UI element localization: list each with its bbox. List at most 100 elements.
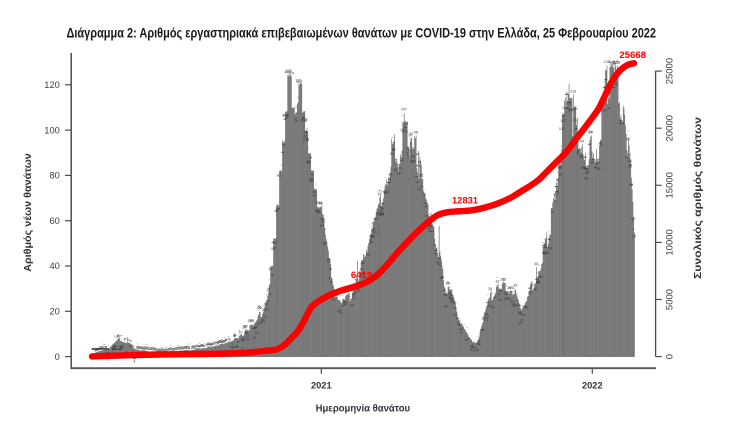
svg-text:116: 116 — [565, 101, 571, 105]
svg-text:63: 63 — [321, 218, 325, 222]
svg-text:31: 31 — [446, 282, 450, 286]
svg-text:2: 2 — [170, 347, 172, 351]
svg-text:16: 16 — [456, 322, 460, 326]
svg-text:30: 30 — [498, 290, 502, 294]
svg-text:11: 11 — [245, 333, 249, 337]
svg-text:67: 67 — [426, 214, 430, 218]
svg-text:2: 2 — [166, 348, 168, 352]
svg-text:73: 73 — [553, 194, 557, 198]
svg-text:2: 2 — [153, 347, 155, 351]
svg-text:3: 3 — [192, 345, 194, 349]
svg-text:2: 2 — [173, 348, 175, 352]
svg-text:9: 9 — [241, 347, 243, 351]
svg-text:3: 3 — [104, 345, 106, 349]
svg-text:89: 89 — [398, 166, 402, 170]
svg-text:8: 8 — [119, 335, 121, 339]
svg-text:120: 120 — [296, 80, 302, 84]
svg-text:33: 33 — [356, 289, 360, 293]
svg-text:3: 3 — [145, 347, 147, 351]
svg-text:2: 2 — [96, 348, 98, 352]
svg-text:2: 2 — [175, 347, 177, 351]
svg-text:127: 127 — [610, 63, 616, 67]
svg-text:12: 12 — [244, 325, 248, 329]
svg-text:31: 31 — [351, 296, 355, 300]
svg-text:120: 120 — [44, 80, 60, 90]
svg-text:2: 2 — [171, 347, 173, 351]
svg-text:8: 8 — [233, 334, 235, 338]
svg-text:54: 54 — [548, 247, 552, 251]
svg-text:6: 6 — [223, 340, 225, 344]
svg-text:2: 2 — [154, 347, 156, 351]
svg-text:22: 22 — [262, 308, 266, 312]
svg-text:2: 2 — [147, 347, 149, 351]
svg-text:10000: 10000 — [665, 229, 676, 255]
svg-text:103: 103 — [400, 128, 406, 132]
svg-text:116: 116 — [570, 89, 576, 93]
svg-text:12: 12 — [246, 338, 250, 342]
svg-text:6: 6 — [221, 339, 223, 343]
svg-text:5: 5 — [217, 341, 219, 345]
svg-text:100: 100 — [44, 125, 60, 135]
svg-text:5: 5 — [219, 339, 221, 343]
svg-text:82: 82 — [277, 173, 281, 177]
svg-text:21: 21 — [520, 319, 524, 323]
svg-text:2: 2 — [168, 348, 170, 352]
svg-text:5: 5 — [216, 341, 218, 345]
svg-text:60: 60 — [371, 234, 375, 238]
svg-text:2: 2 — [162, 348, 164, 352]
svg-text:31: 31 — [446, 281, 450, 285]
svg-text:128: 128 — [609, 62, 615, 66]
svg-text:97: 97 — [626, 137, 630, 141]
svg-text:2: 2 — [174, 347, 176, 351]
svg-text:120: 120 — [295, 79, 301, 83]
svg-text:33: 33 — [502, 278, 506, 282]
svg-text:31: 31 — [331, 297, 335, 301]
svg-text:100: 100 — [303, 137, 309, 141]
svg-text:15: 15 — [459, 327, 463, 331]
svg-text:30: 30 — [449, 299, 453, 303]
svg-text:20: 20 — [49, 307, 59, 317]
svg-text:43: 43 — [360, 267, 364, 271]
svg-text:2: 2 — [148, 347, 150, 351]
svg-text:3: 3 — [143, 346, 145, 350]
svg-text:98: 98 — [589, 130, 593, 134]
svg-text:107: 107 — [560, 119, 566, 123]
svg-text:3: 3 — [180, 346, 182, 350]
svg-text:Ημερομηνία θανάτου: Ημερομηνία θανάτου — [316, 403, 411, 414]
svg-text:108: 108 — [283, 114, 289, 118]
svg-text:128: 128 — [604, 60, 610, 64]
svg-text:2: 2 — [159, 348, 161, 352]
svg-text:27: 27 — [510, 300, 514, 304]
svg-text:14: 14 — [249, 319, 253, 323]
svg-text:4: 4 — [202, 344, 204, 348]
svg-text:20: 20 — [261, 319, 265, 323]
svg-text:12: 12 — [243, 325, 247, 329]
svg-text:85: 85 — [397, 172, 401, 176]
svg-text:12: 12 — [244, 330, 248, 334]
svg-text:9: 9 — [478, 340, 480, 344]
svg-text:6: 6 — [220, 340, 222, 344]
svg-text:61: 61 — [373, 231, 377, 235]
svg-text:80: 80 — [49, 171, 59, 181]
svg-text:3: 3 — [181, 346, 183, 350]
svg-text:92: 92 — [579, 156, 583, 160]
svg-text:3: 3 — [184, 346, 186, 350]
svg-text:3: 3 — [137, 346, 139, 350]
svg-text:68: 68 — [380, 212, 384, 216]
svg-text:3: 3 — [185, 346, 187, 350]
svg-text:25668: 25668 — [619, 50, 646, 61]
svg-text:2: 2 — [98, 347, 100, 351]
svg-text:30: 30 — [449, 293, 453, 297]
svg-text:2: 2 — [173, 348, 175, 352]
svg-text:32: 32 — [528, 291, 532, 295]
svg-text:4: 4 — [211, 343, 213, 347]
svg-text:94: 94 — [580, 139, 584, 143]
svg-text:2: 2 — [157, 348, 159, 352]
svg-text:6: 6 — [225, 338, 227, 342]
svg-text:92: 92 — [410, 160, 414, 164]
svg-text:3: 3 — [187, 345, 189, 349]
svg-text:10: 10 — [239, 330, 243, 334]
svg-text:11: 11 — [242, 326, 246, 330]
svg-text:2: 2 — [95, 348, 97, 352]
svg-text:6: 6 — [225, 339, 227, 343]
